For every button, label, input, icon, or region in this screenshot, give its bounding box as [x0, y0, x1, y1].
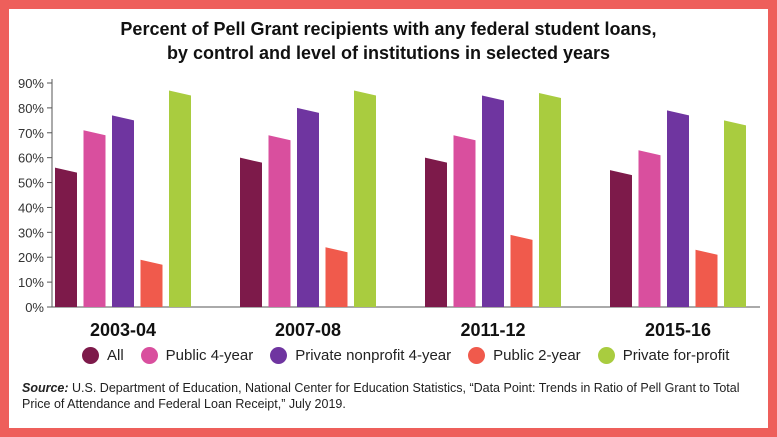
bar-all-2015-16 [610, 170, 632, 307]
chart-legend: All Public 4-year Private nonprofit 4-year… [82, 344, 746, 366]
legend-item: All [82, 346, 124, 364]
bar-private-for-profit-2011-12 [539, 92, 561, 307]
y-tick-label: 20% [18, 250, 44, 265]
bar-private-for-profit-2003-04 [169, 90, 191, 307]
bar-private-nonprofit-4-year-2015-16 [667, 110, 689, 307]
legend-item: Public 2-year [468, 346, 581, 364]
bar-private-nonprofit-4-year-2011-12 [482, 95, 504, 307]
bar-public-2-year-2015-16 [695, 249, 718, 307]
x-category-label: 2007-08 [275, 320, 341, 340]
bar-public-2-year-2007-08 [325, 247, 348, 307]
bar-all-2003-04 [55, 167, 77, 307]
source-note: Source: U.S. Department of Education, Na… [22, 380, 752, 412]
x-category-label: 2011-12 [460, 320, 525, 340]
legend-item: Private for-profit [597, 346, 730, 364]
x-category-label: 2015-16 [645, 320, 711, 340]
bar-public-4-year-2003-04 [83, 130, 106, 307]
y-tick-label: 60% [18, 151, 44, 166]
legend-label: Public 4-year [165, 346, 254, 364]
y-tick-label: 90% [18, 76, 44, 91]
legend-item: Public 4-year [140, 346, 254, 364]
y-tick-label: 40% [18, 200, 44, 215]
y-tick-label: 30% [18, 225, 44, 240]
legend-swatch [468, 346, 486, 364]
bar-public-2-year-2011-12 [510, 234, 533, 307]
y-tick-label: 50% [18, 176, 44, 191]
bar-private-nonprofit-4-year-2007-08 [297, 107, 319, 307]
x-category-label: 2003-04 [90, 320, 156, 340]
legend-item: Private nonprofit 4-year [270, 346, 452, 364]
y-tick-label: 0% [25, 300, 44, 315]
bar-public-4-year-2007-08 [268, 135, 291, 307]
y-tick-label: 10% [18, 275, 44, 290]
legend-swatch [82, 346, 99, 364]
source-label: Source: [22, 381, 69, 395]
bar-public-4-year-2011-12 [453, 135, 476, 307]
source-text: U.S. Department of Education, National C… [22, 381, 740, 411]
chart-title-line-1: Percent of Pell Grant recipients with an… [120, 19, 657, 39]
legend-swatch [597, 346, 615, 364]
legend-label: Public 2-year [493, 346, 581, 364]
bar-private-nonprofit-4-year-2003-04 [112, 115, 134, 307]
bar-all-2011-12 [425, 157, 447, 307]
bar-all-2007-08 [240, 157, 262, 307]
legend-label: All [107, 346, 124, 364]
bar-public-4-year-2015-16 [638, 150, 661, 307]
legend-swatch [140, 346, 158, 364]
bar-public-2-year-2003-04 [140, 259, 163, 307]
legend-label: Private for-profit [622, 346, 730, 364]
legend-swatch [270, 346, 288, 364]
y-tick-label: 80% [18, 101, 44, 116]
bar-private-for-profit-2007-08 [354, 90, 376, 307]
legend-label: Private nonprofit 4-year [295, 346, 452, 364]
chart-title-line-2: by control and level of institutions in … [166, 43, 611, 63]
bar-private-for-profit-2015-16 [724, 120, 746, 307]
y-tick-label: 70% [18, 126, 44, 141]
